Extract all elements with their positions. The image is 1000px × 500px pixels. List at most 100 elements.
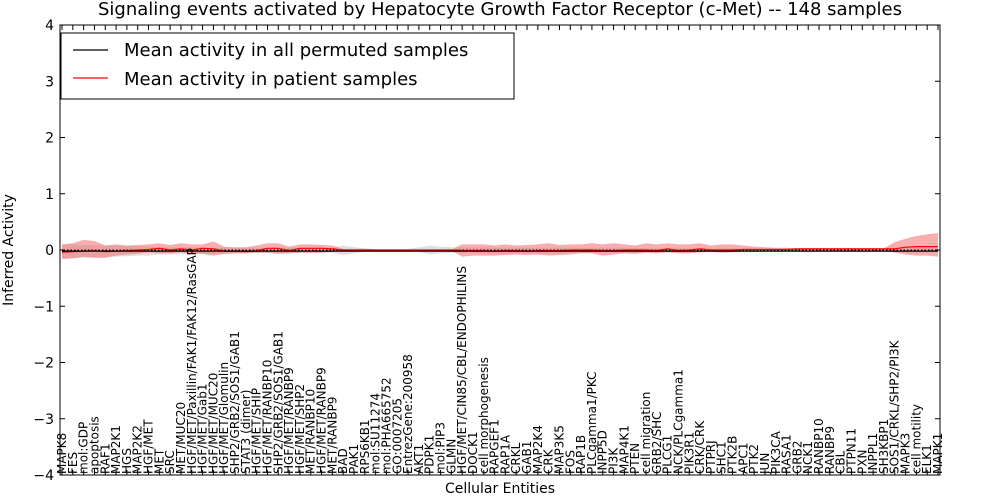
confidence-band-patient [62, 233, 938, 259]
x-tick-label: PAK1 [347, 444, 361, 474]
x-tick-label: cell migration [639, 392, 653, 474]
x-tick-label: mol:SU11274 [369, 393, 383, 474]
x-tick-label: SHP2/GRB2/SOS1/GAB1 [228, 331, 242, 474]
y-tick-label: 4 [45, 18, 54, 34]
x-tick-label: RAP1A [498, 434, 512, 474]
x-tick-label: INPPL1 [866, 433, 880, 474]
x-tick-label: HGF/MET/Paxillin/FAK1/FAK12/RasGAP [185, 248, 199, 474]
x-tick-label: NCK/PLCgamma1 [671, 369, 685, 474]
x-tick-label: mol:PHA665752 [379, 377, 393, 474]
x-tick-label: JUN [758, 453, 772, 475]
x-tick-label: CRK [542, 448, 556, 474]
x-tick-label: PIK3CA [769, 430, 783, 474]
x-tick-label: MAP4K1 [617, 425, 631, 474]
x-tick-label: INPP5D [596, 430, 610, 474]
x-tick-label: GAB1 [520, 441, 534, 474]
x-tick-label: RAF1 [98, 443, 112, 474]
x-tick-label: PTPN11 [844, 428, 858, 474]
x-tick-label: RAPGEF1 [488, 419, 502, 474]
x-tick-label: PIK3R1 [682, 432, 696, 474]
x-tick-label: MAPK8 [55, 433, 69, 474]
legend-box [60, 32, 515, 100]
y-tick-label: −1 [33, 299, 54, 315]
x-tick-label: NCK1 [801, 441, 815, 474]
x-tick-label: MET [152, 448, 166, 474]
x-tick-label: MET/RANBP9 [325, 397, 339, 474]
chart-title: Signaling events activated by Hepatocyte… [98, 0, 902, 20]
x-tick-label: PTK2B [726, 436, 740, 474]
y-tick-label: −4 [33, 468, 54, 484]
x-tick-label: cell morphogenesis [477, 357, 491, 474]
x-tick-label: HGF/MET/RANBP10 [260, 360, 274, 474]
x-tick-label: PXN [855, 450, 869, 474]
x-tick-label: cell motility [909, 404, 923, 474]
x-tick-label: PTPRJ [704, 440, 718, 474]
x-tick-label: EntrezGene:200958 [401, 354, 415, 474]
x-tick-label: MAPK3 [899, 433, 913, 474]
x-tick-label: FES [66, 452, 80, 474]
legend: Mean activity in all permuted samples Me… [60, 32, 515, 100]
x-tick-label: DOCK1 [466, 431, 480, 474]
x-tick-label: HGF/MET/Gab1 [196, 384, 210, 474]
y-tick-label: 0 [45, 243, 54, 259]
plot-area [60, 233, 940, 259]
x-tick-label: BAD [336, 448, 350, 474]
x-tick-label: PTK2 [747, 444, 761, 474]
x-tick-label: apoptosis [87, 416, 101, 474]
x-tick-label: SHP2/GRB2/SOS1/GAB1 [271, 331, 285, 474]
x-tick-label: mol:GDP [77, 422, 91, 474]
x-tick-label: MAP2K4 [531, 425, 545, 474]
x-tick-label: PTEN [628, 443, 642, 474]
y-axis: −4 −3 −2 −1 0 1 2 3 4 [33, 18, 940, 484]
x-tick-label: HGF/MET/RANBP9 [315, 367, 329, 474]
x-tick-label: HGF/MET/Glomulin [217, 362, 231, 474]
y-axis-label: Inferred Activity [1, 194, 17, 306]
x-tick-label: SHC1 [715, 441, 729, 474]
x-tick-label: CRKL [509, 442, 523, 474]
x-tick-label: HGF/MET [142, 419, 156, 474]
x-tick-label: PI3K [607, 447, 621, 474]
x-tick-label: PLCG1 [661, 435, 675, 474]
x-tick-label: GRB2/SHC [650, 411, 664, 474]
x-tick-label: STAT3 (dimer) [239, 390, 253, 474]
x-tick-label: MAP2K2 [131, 425, 145, 474]
x-tick-label: SOS1/CRKL/SHP2/PI3K [888, 339, 902, 474]
x-tick-label: SRC [163, 450, 177, 474]
x-tick-label: FOS [563, 450, 577, 474]
x-tick-label: RPS6KB1 [358, 419, 372, 474]
y-tick-label: −2 [33, 356, 54, 372]
x-tick-label: AKT1 [412, 444, 426, 474]
x-tick-label: MET/MUC20 [174, 402, 188, 474]
x-tick-label: HGS [120, 448, 134, 474]
x-axis-label: Cellular Entities [445, 481, 555, 497]
x-tick-label: HGF/MET/RANBP9 [282, 367, 296, 474]
x-tick-label: RANBP10 [812, 418, 826, 474]
x-axis: MAPK8FESmol:GDPapoptosisRAF1MAP2K1HGSMAP… [55, 25, 945, 475]
x-tick-label: RASA1 [780, 434, 794, 474]
x-tick-label: PLCgamma1/PKC [585, 371, 599, 474]
x-tick-label: CBL [834, 450, 848, 474]
x-tick-label: RANBP9 [823, 426, 837, 474]
x-tick-label: MAP2K1 [109, 425, 123, 474]
y-tick-label: −3 [33, 412, 54, 428]
x-tick-label: RAP1B [574, 435, 588, 474]
x-tick-label: ELK1 [920, 444, 934, 474]
legend-label-permuted: Mean activity in all permuted samples [124, 40, 468, 61]
y-tick-label: 1 [45, 187, 54, 203]
x-tick-label: SH3KBP1 [877, 419, 891, 474]
legend-label-patient: Mean activity in patient samples [124, 69, 418, 90]
x-tick-label: PDPK1 [423, 435, 437, 474]
x-tick-label: MAP3K5 [552, 425, 566, 474]
x-tick-label: HGF/MET/SHP2 [293, 384, 307, 474]
x-tick-label: GO:0007205 [390, 398, 404, 474]
x-tick-label: GRB2 [790, 440, 804, 474]
x-tick-label: APC1 [736, 443, 750, 474]
x-tick-label: HGF/MET/SHIP [250, 388, 264, 474]
y-tick-label: 2 [45, 131, 54, 147]
x-tick-label: mol:PIP3 [434, 422, 448, 474]
x-tick-label: HGF/MET/MUC20 [206, 373, 220, 474]
x-tick-label: CRK/CRK [693, 420, 707, 474]
x-tick-label: HGF/MET/CIN85/CBL/ENDOPHILINS [455, 266, 469, 474]
x-tick-label: MET/RANBP10 [304, 389, 318, 474]
